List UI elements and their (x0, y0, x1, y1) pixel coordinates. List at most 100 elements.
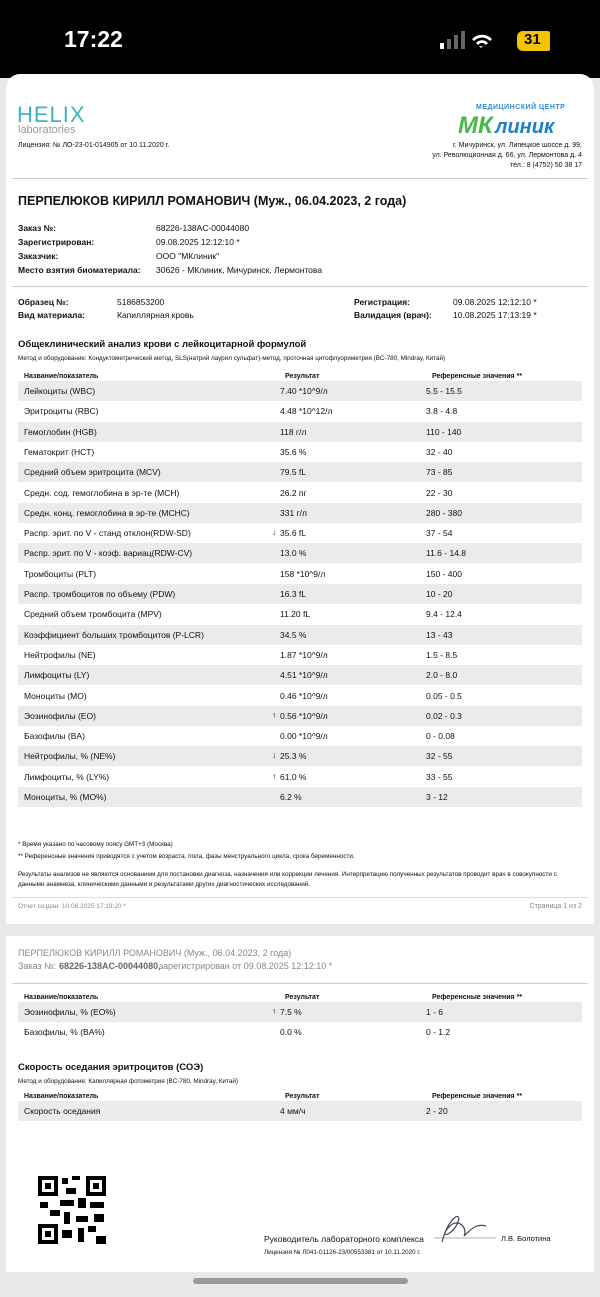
row-result: 13.0 % (280, 548, 307, 559)
center-caption: МЕДИЦИНСКИЙ ЦЕНТР (476, 104, 566, 111)
order-value: 09.08.2025 12:12:10 * (156, 237, 240, 247)
row-result: 35.6 fL (280, 528, 306, 539)
table-header: Референсные значения ** (432, 994, 523, 1001)
row-ref: 0.05 - 0.5 (426, 690, 462, 701)
table-row (18, 705, 582, 726)
order-label: Заказчик: (18, 251, 59, 261)
created: Отчет создан: 10.08.2025 17:19:20 * (18, 903, 126, 910)
row-result: 4.48 *10^12/л (280, 406, 333, 417)
divider (12, 983, 588, 984)
table-header: Результат (285, 994, 320, 1001)
section-title: Скорость оседания эритроцитов (СОЭ) (18, 1062, 204, 1073)
row-ref: 1.5 - 8.5 (426, 649, 458, 660)
order-no: 68226-138AC-00044080, (59, 961, 161, 971)
divider (12, 286, 588, 287)
row-result: 35.6 % (280, 446, 307, 457)
row-result: 0.0 % (280, 1027, 302, 1038)
row-result: 0.46 *10^9/л (280, 690, 328, 701)
page-number: Страница 1 из 2 (529, 903, 582, 910)
row-result: 0.00 *10^9/л (280, 731, 328, 742)
section-method: Метод и оборудование: Кондуктометрически… (18, 355, 446, 362)
sample-value: 09.08.2025 12:12:10 * (453, 297, 537, 307)
row-name: Нейтрофилы (NE) (24, 649, 96, 660)
section-method: Метод и оборудование: Капиллярная фотоме… (18, 1078, 238, 1085)
table-row (18, 462, 582, 483)
row-result: 11.20 fL (280, 609, 311, 620)
table-row (18, 746, 582, 767)
row-ref: 33 - 55 (426, 771, 453, 782)
row-name: Нейтрофилы, % (NE%) (24, 751, 116, 762)
row-name: Эозинофилы, % (EO%) (24, 1007, 116, 1017)
row-name: Эозинофилы (EO) (24, 710, 96, 721)
row-flag: ↑ (272, 770, 277, 781)
center-logo: МК (458, 112, 493, 139)
row-ref: 5.5 - 15.5 (426, 386, 462, 396)
row-ref: 3.8 - 4.8 (426, 406, 458, 417)
divider (12, 897, 588, 898)
row-name: Скорость оседания (24, 1106, 101, 1116)
disclaimer: Результаты анализов не являются основани… (18, 871, 557, 888)
note: ** Референсные значения приводятся с уче… (18, 853, 355, 860)
order-reg: зарегистрирован от 09.08.2025 12:12:10 * (159, 961, 333, 971)
row-result: 61.0 % (280, 771, 307, 782)
row-result: 331 г/л (280, 507, 307, 518)
order-value: ООО "МКлиник" (156, 251, 220, 261)
row-ref: 3 - 12 (426, 792, 448, 802)
order-label: Заказ №: (18, 223, 57, 233)
table-header: Название/показатель (24, 373, 99, 380)
row-ref: 0 - 1.2 (426, 1027, 451, 1038)
order-label: Место взятия биоматериала: (18, 265, 141, 275)
row-ref: 280 - 380 (426, 507, 462, 518)
row-name: Моноциты (MO) (24, 690, 87, 701)
row-ref: 150 - 400 (426, 568, 462, 579)
address: г. Мичуринск, ул. Липецкое шоссе д. 99, (453, 142, 582, 149)
qr-code (38, 1176, 106, 1244)
row-name: Гемоглобин (HGB) (24, 426, 97, 437)
table-row (18, 502, 582, 523)
signature-role: Руководитель лабораторного комплекса (264, 1234, 424, 1244)
table-row (18, 1101, 582, 1121)
status-icons (440, 31, 550, 51)
row-name: Эритроциты (RBC) (24, 406, 99, 417)
row-result: 6.2 % (280, 792, 302, 802)
row-name: Средний объем эритроцита (MCV) (24, 467, 161, 478)
sample-value: 5186853200 (117, 297, 165, 307)
row-result: 79.5 fL (280, 467, 306, 478)
table-row (18, 543, 582, 564)
sample-label: Образец №: (18, 297, 69, 307)
row-name: Распр. эрит. по V - станд отклон(RDW-SD) (24, 528, 191, 539)
table-header: Результат (285, 1093, 320, 1100)
note: * Время указано по часовому поясу GMT+3 … (18, 841, 173, 848)
row-ref: 22 - 30 (426, 487, 453, 498)
row-result: 118 г/л (280, 426, 307, 437)
row-ref: 32 - 55 (426, 751, 453, 762)
section-title: Общеклинический анализ крови с лейкоцита… (18, 339, 307, 350)
table-header: Название/показатель (24, 994, 99, 1001)
table-row (18, 584, 582, 604)
row-ref: 0.02 - 0.3 (426, 710, 462, 721)
table-header: Референсные значения ** (432, 373, 523, 380)
row-ref: 10 - 20 (426, 589, 453, 599)
row-ref: 2 - 20 (426, 1106, 448, 1116)
center-logo: линик (495, 116, 555, 138)
row-name: Моноциты, % (MO%) (24, 792, 107, 802)
row-result: 158 *10^9/л (280, 568, 326, 579)
row-result: 25.3 % (280, 751, 307, 762)
table-header: Название/показатель (24, 1093, 99, 1100)
logo-sub: laboratories (18, 124, 76, 136)
row-name: Базофилы, % (BA%) (24, 1027, 105, 1038)
row-ref: 73 - 85 (426, 467, 453, 478)
row-ref: 32 - 40 (426, 446, 453, 457)
row-name: Лимфоциты (LY) (24, 670, 90, 681)
address: ул. Революционная д. 66, ул. Лермонтова … (432, 152, 582, 159)
row-ref: 37 - 54 (426, 528, 453, 539)
row-result: 16.3 fL (280, 589, 306, 599)
row-flag: ↑ (272, 709, 277, 720)
table-row (18, 787, 582, 807)
row-name: Тромбоциты (PLT) (24, 568, 97, 579)
row-ref: 2.0 - 8.0 (426, 670, 458, 681)
divider (12, 178, 588, 179)
signature-name: Л.В. Болотина (501, 1234, 551, 1243)
table-row (18, 381, 582, 401)
